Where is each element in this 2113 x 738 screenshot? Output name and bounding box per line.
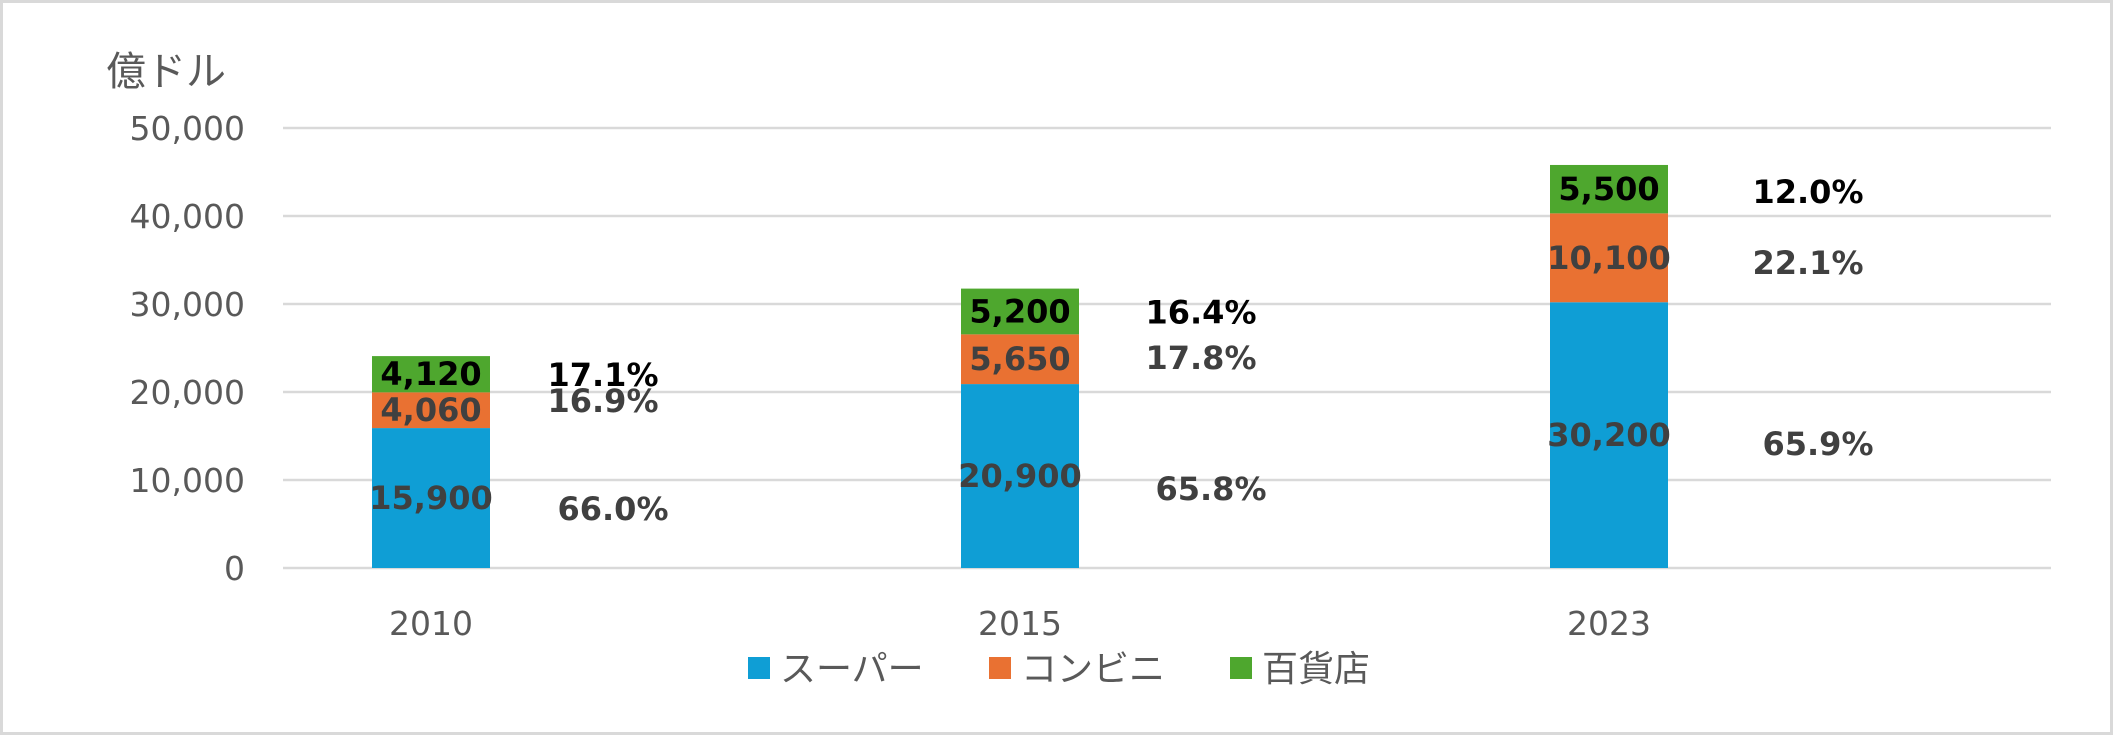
stacked-bar-chart: 億ドル 0 10,000 20,000 30,000 40,000 50,000 15,900… [106,49,2051,690]
y-tick-label: 40,000 [130,197,245,236]
bar-value-label: 20,900 [958,457,1081,495]
share-percent-label: 16.9% [547,382,658,420]
bar-value-label: 30,200 [1547,416,1670,454]
x-tick-label: 2015 [978,604,1062,643]
legend-label: コンビニ [1021,649,1165,690]
bar-value-label: 5,500 [1558,170,1659,208]
bar-value-label: 4,120 [380,355,481,393]
share-percent-label: 66.0% [557,490,668,528]
bar-value-label: 4,060 [380,391,481,429]
y-tick-label: 20,000 [130,373,245,412]
legend-swatch-2 [989,657,1011,679]
bar-segment-3 [372,356,490,393]
y-tick-label: 0 [224,549,245,588]
bar-value-label: 5,650 [969,340,1070,378]
share-percent-label: 12.0% [1752,173,1863,211]
legend-label: スーパー [780,649,924,690]
share-percent-label: 16.4% [1145,293,1256,331]
bar-segment-3 [961,288,1079,335]
bar-segment-3 [1550,164,1668,214]
y-axis-unit-label: 億ドル [106,49,226,95]
bar-segment-2 [961,334,1079,385]
bar-value-label: 5,200 [969,292,1070,330]
x-tick-label: 2023 [1567,604,1651,643]
y-tick-label: 10,000 [130,461,245,500]
legend-label: 百貨店 [1262,649,1370,690]
share-percent-label: 17.8% [1145,339,1256,377]
bar-segment-1 [372,428,490,568]
bar-segment-2 [1550,213,1668,303]
share-percent-label: 65.8% [1155,470,1266,508]
bar-segment-2 [372,392,490,429]
legend-swatch-3 [1230,657,1252,679]
x-tick-label: 2010 [389,604,473,643]
bar-segment-1 [1550,302,1668,568]
share-percent-label: 22.1% [1752,244,1863,282]
bar-segment-1 [961,384,1079,568]
y-tick-label: 50,000 [130,109,245,148]
legend-swatch-1 [748,657,770,679]
y-tick-label: 30,000 [130,285,245,324]
share-percent-label: 17.1% [547,356,658,394]
bar-value-label: 15,900 [369,479,492,517]
bar-value-label: 10,100 [1547,239,1670,277]
share-percent-label: 65.9% [1762,425,1873,463]
